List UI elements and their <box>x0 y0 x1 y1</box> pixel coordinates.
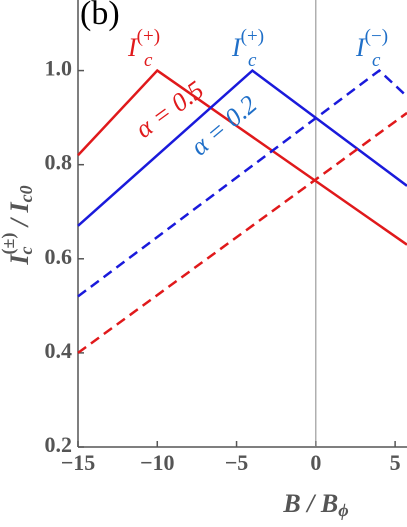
annotation: I(−) c <box>355 26 388 71</box>
y-axis-label: Ic(±) / Ic0 <box>0 185 36 265</box>
annotation-sub: c <box>144 50 153 71</box>
x-tick-label: 0 <box>310 450 321 475</box>
x-tick-label: 5 <box>390 450 401 475</box>
series-line <box>77 111 407 354</box>
y-tick-label: 0.2 <box>45 432 73 457</box>
annotation: I(+) c <box>231 26 264 71</box>
y-label-base: I <box>5 254 34 266</box>
y-tick-label: 0.4 <box>45 338 73 363</box>
annotation-sub: c <box>372 50 381 71</box>
annotation-sup: (+) <box>137 26 160 47</box>
y-tick-label: 0.6 <box>45 244 73 269</box>
annotation: I(+) c <box>127 26 160 71</box>
x-label-base: B / B <box>282 489 338 518</box>
x-label-sub: ϕ <box>338 500 348 520</box>
y-label-rest: / I <box>5 201 34 232</box>
y-label-sub: c <box>16 247 36 255</box>
x-axis-label: B / Bϕ <box>282 489 348 520</box>
x-tick-label: −10 <box>140 450 175 475</box>
annotation-base: I <box>355 33 366 62</box>
panel-label: (b) <box>80 0 120 32</box>
y-tick-label: 1.0 <box>45 56 73 81</box>
annotation-sup: (+) <box>241 26 264 47</box>
x-tick-label: −5 <box>225 450 249 475</box>
annotation-base: I <box>127 33 138 62</box>
series-line <box>77 68 407 246</box>
x-tick-label: −15 <box>61 450 96 475</box>
y-label-sup: (±) <box>0 233 19 255</box>
y-tick-label: 0.8 <box>45 150 73 175</box>
series-line <box>77 68 407 227</box>
y-label-sub2: c0 <box>16 185 36 202</box>
annotation-sup: (−) <box>365 26 388 47</box>
series-line <box>77 68 407 298</box>
annotation-base: I <box>231 33 242 62</box>
annotation-sub: c <box>248 50 257 71</box>
